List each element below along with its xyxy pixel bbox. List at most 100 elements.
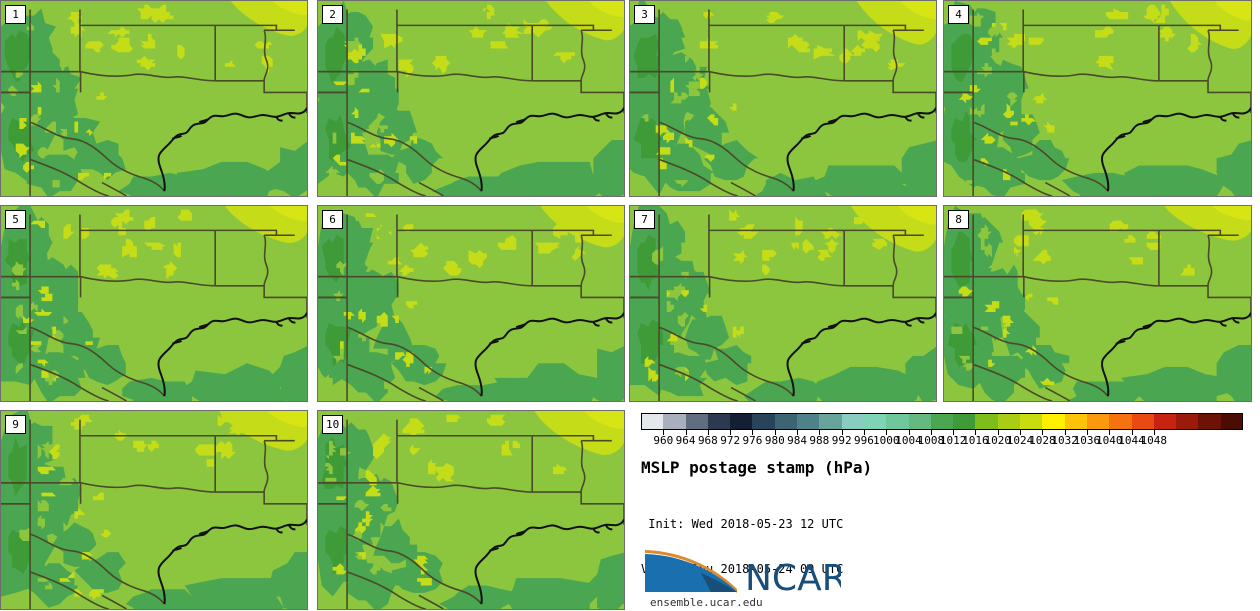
colorbar-tick-label: 1004 <box>895 434 922 447</box>
colorbar-segment <box>730 413 753 430</box>
colorbar-tick <box>1042 430 1044 435</box>
colorbar-segment <box>997 413 1021 430</box>
panel-number-label: 1 <box>5 5 26 24</box>
colorbar-segment <box>707 413 731 430</box>
colorbar-segment <box>797 413 820 430</box>
map-canvas <box>1 1 307 196</box>
colorbar-tick <box>908 430 910 435</box>
panel-number-label: 3 <box>634 5 655 24</box>
panel-number-label: 10 <box>322 415 344 434</box>
colorbar-tick <box>1131 430 1133 435</box>
colorbar-tick <box>1153 430 1155 435</box>
colorbar-tick <box>819 430 821 435</box>
map-panel-member-9: 9 <box>0 410 308 610</box>
colorbar-tick-label: 960 <box>653 434 674 447</box>
panel-number-label: 5 <box>5 210 26 229</box>
colorbar-tick <box>930 430 932 435</box>
colorbar-segment <box>863 413 887 430</box>
colorbar-tick <box>1064 430 1066 435</box>
map-canvas <box>944 1 1251 196</box>
ncar-logo: NCAR <box>641 545 847 607</box>
map-canvas <box>630 1 936 196</box>
colorbar-segment <box>953 413 976 430</box>
colorbar-ticks <box>641 430 1243 435</box>
map-canvas <box>318 1 624 196</box>
colorbar-segment <box>886 413 909 430</box>
colorbar-tick-label: 992 <box>831 434 852 447</box>
colorbar-tick <box>1086 430 1088 435</box>
colorbar-tick <box>685 430 687 435</box>
colorbar-tick-label: 1028 <box>1029 434 1056 447</box>
colorbar-segment <box>663 413 686 430</box>
colorbar-tick-label: 976 <box>742 434 763 447</box>
map-canvas <box>1 206 307 401</box>
map-canvas <box>1 411 307 609</box>
map-panel-member-1: 1 <box>0 0 308 197</box>
colorbar-tick-label: 972 <box>720 434 741 447</box>
colorbar-segment <box>774 413 798 430</box>
map-panel-member-7: 7 <box>629 205 937 402</box>
map-canvas <box>318 206 624 401</box>
colorbar-tick <box>752 430 754 435</box>
colorbar-tick-label: 996 <box>854 434 874 447</box>
colorbar-segment <box>1153 413 1177 430</box>
colorbar-tick <box>975 430 977 435</box>
colorbar-segment <box>841 413 864 430</box>
colorbar-tick <box>886 430 888 435</box>
colorbar-tick <box>797 430 799 435</box>
colorbar-tick-label: 1032 <box>1051 434 1078 447</box>
map-panel-member-4: 4 <box>943 0 1252 197</box>
colorbar-tick-label: 1024 <box>1006 434 1034 447</box>
colorbar-segment <box>975 413 998 430</box>
colorbar-segment <box>1220 413 1244 430</box>
map-canvas <box>630 206 936 401</box>
colorbar-tick-label: 1040 <box>1095 434 1123 447</box>
logo-url: ensemble.ucar.edu <box>650 596 763 609</box>
colorbar-segment <box>908 413 931 430</box>
colorbar-tick <box>1020 430 1022 435</box>
map-canvas <box>318 411 624 609</box>
map-panel-member-5: 5 <box>0 205 308 402</box>
panel-number-label: 6 <box>322 210 343 229</box>
colorbar-segment <box>1020 413 1043 430</box>
init-time-line: Init: Wed 2018-05-23 12 UTC <box>641 517 844 531</box>
colorbar-tick <box>730 430 732 435</box>
map-panel-member-3: 3 <box>629 0 937 197</box>
colorbar-segment <box>1109 413 1132 430</box>
colorbar-tick-label: 1020 <box>984 434 1011 447</box>
colorbar-tick-label: 1000 <box>873 434 900 447</box>
colorbar-tick-labels: 960 964 968 972 976 980 984 988 992 996 1000 1004 10… <box>641 434 1243 448</box>
panel-number-label: 9 <box>5 415 26 434</box>
colorbar-segment <box>752 413 775 430</box>
panel-number-label: 4 <box>948 5 969 24</box>
colorbar-tick <box>774 430 776 435</box>
colorbar-tick-label: 964 <box>675 434 696 447</box>
map-canvas <box>944 206 1251 401</box>
colorbar-tick-label: 968 <box>697 434 718 447</box>
colorbar-tick <box>863 430 865 435</box>
panel-number-label: 7 <box>634 210 655 229</box>
colorbar-segment <box>930 413 954 430</box>
colorbar-segment <box>819 413 842 430</box>
ncar-wordmark: NCAR <box>745 558 841 599</box>
colorbar-segment <box>1176 413 1199 430</box>
colorbar-tick-label: 1048 <box>1140 434 1168 447</box>
colorbar-segment <box>1086 413 1110 430</box>
colorbar-tick <box>997 430 999 435</box>
panel-number-label: 8 <box>948 210 969 229</box>
colorbar-tick <box>707 430 709 435</box>
map-panel-member-10: 10 <box>317 410 625 610</box>
map-panel-member-2: 2 <box>317 0 625 197</box>
figure-title: MSLP postage stamp (hPa) <box>641 458 873 477</box>
map-panel-member-8: 8 <box>943 205 1252 402</box>
panel-number-label: 2 <box>322 5 343 24</box>
colorbar-segment <box>1064 413 1087 430</box>
colorbar-tick-label: 984 <box>787 434 807 447</box>
colorbar-segment <box>1131 413 1154 430</box>
colorbar-tick <box>663 430 665 435</box>
colorbar-tick-label: 988 <box>809 434 830 447</box>
colorbar-tick-label: 1016 <box>962 434 989 447</box>
colorbar-tick <box>953 430 955 435</box>
colorbar-segment <box>1042 413 1065 430</box>
